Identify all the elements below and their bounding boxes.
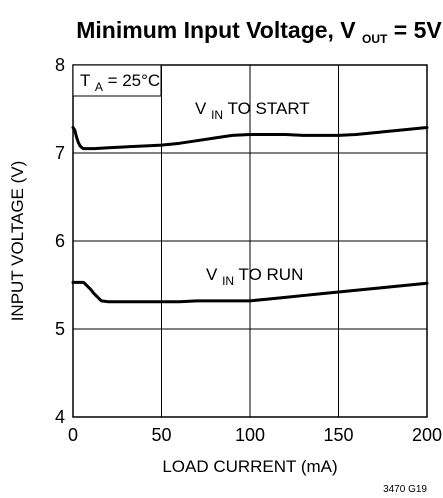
vin-to-run-line [71, 280, 429, 304]
vin-to-run-label: V IN TO RUN [206, 265, 303, 289]
y-tick-label: 4 [55, 407, 65, 427]
y-tick-label: 7 [55, 143, 65, 163]
vin-to-start-line [71, 125, 429, 151]
y-axis-label: INPUT VOLTAGE (V) [8, 161, 27, 322]
chart-title-subscript: OUT [362, 32, 388, 46]
x-tick-label: 100 [235, 425, 265, 445]
chart-title-main: Minimum Input Voltage, V [76, 17, 356, 43]
x-tick-label: 0 [68, 425, 78, 445]
vin-to-run-main: V [206, 265, 218, 284]
vin-to-run-tail: TO RUN [239, 265, 304, 284]
vin-to-start-label: V IN TO START [195, 99, 310, 123]
temperature-tail: = 25°C [108, 71, 161, 90]
temperature-main: T [80, 71, 90, 90]
x-tick-label: 50 [151, 425, 171, 445]
temperature-box [72, 64, 162, 97]
series-lines [71, 125, 429, 304]
y-tick-label: 6 [55, 231, 65, 251]
figure-id: 3470 G19 [383, 484, 427, 495]
x-tick-label: 200 [412, 425, 442, 445]
y-tick-label: 5 [55, 319, 65, 339]
x-axis-label: LOAD CURRENT (mA) [162, 457, 337, 476]
temperature-label: T A = 25°C [80, 71, 160, 95]
vin-to-run-subscript: IN [222, 274, 234, 288]
temperature-subscript: A [95, 80, 103, 94]
y-tick-label: 8 [55, 55, 65, 75]
x-tick-label: 150 [323, 425, 353, 445]
chart-title-tail: = 5V [394, 17, 443, 43]
tick-labels: 0 50 100 150 200 4 5 6 7 8 [55, 55, 442, 445]
chart-title: Minimum Input Voltage, V OUT = 5V [76, 17, 442, 48]
grid-lines [73, 65, 427, 417]
vin-to-start-tail: TO START [228, 99, 310, 118]
vin-to-start-subscript: IN [211, 108, 223, 122]
vin-to-start-main: V [195, 99, 207, 118]
